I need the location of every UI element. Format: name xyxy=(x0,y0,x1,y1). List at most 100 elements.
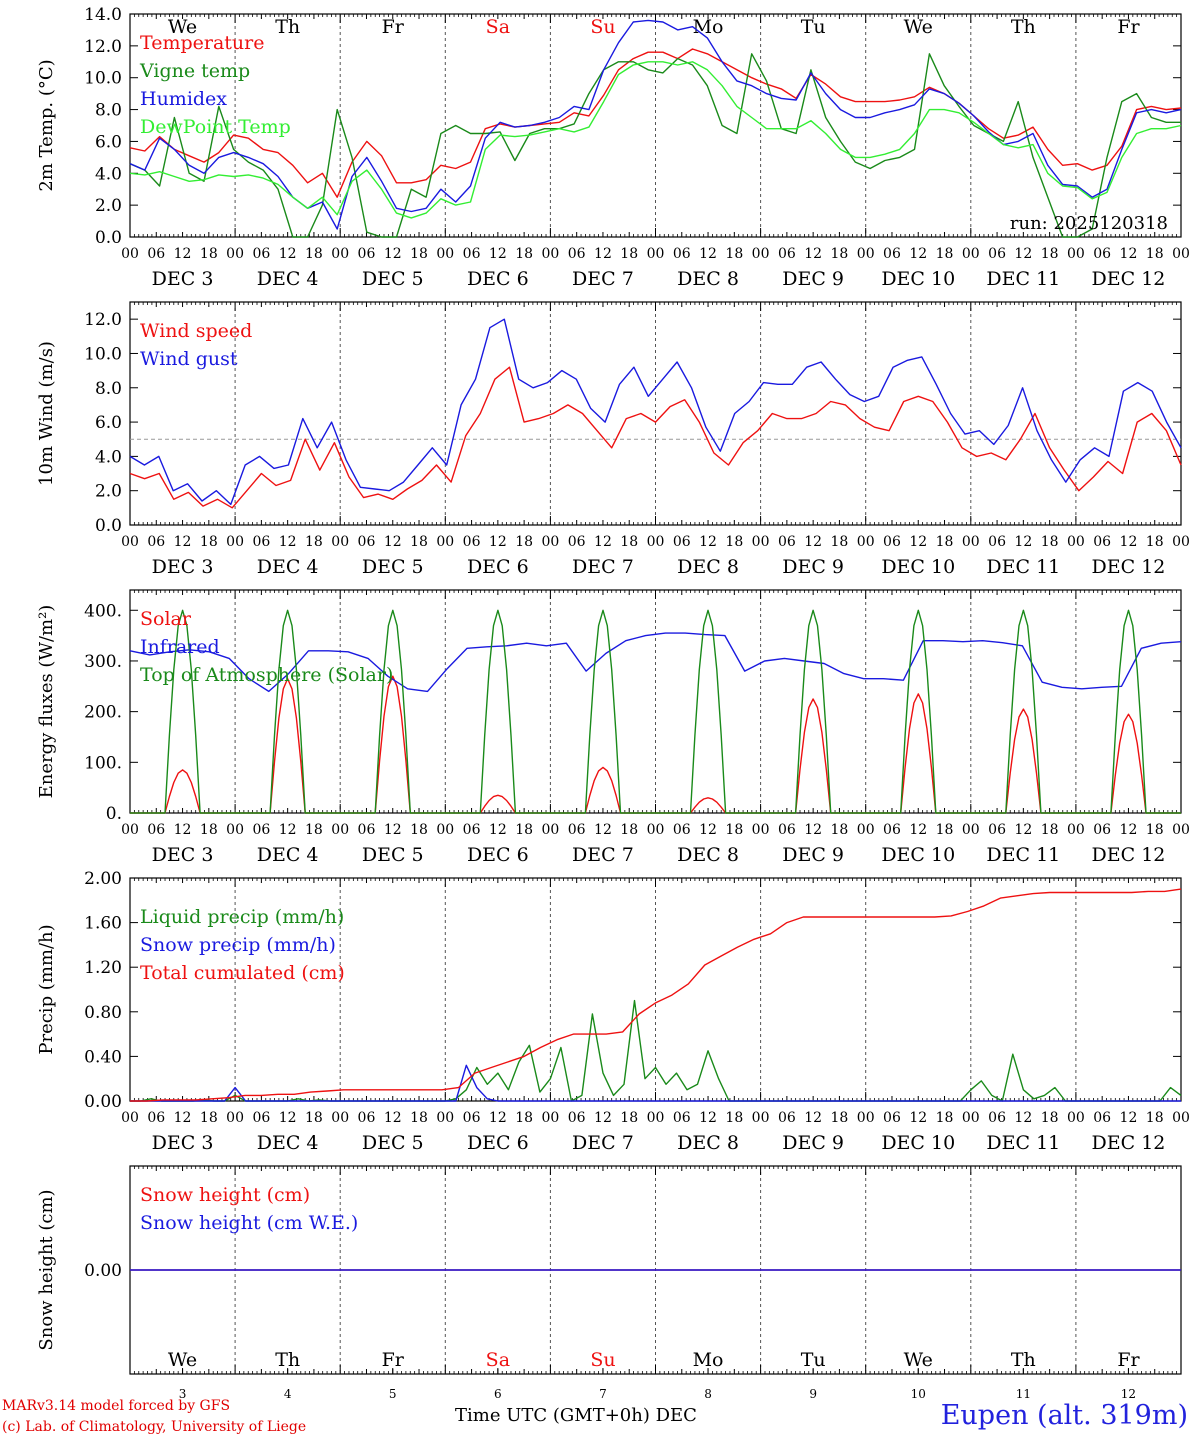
day-label: DEC 7 xyxy=(572,1132,634,1154)
hour-tick-label: 12 xyxy=(174,246,192,262)
hour-tick-label: 00 xyxy=(331,534,349,550)
hour-tick-label: 18 xyxy=(1146,246,1164,262)
weekday-label: Fr xyxy=(382,1349,405,1371)
hour-tick-label: 18 xyxy=(200,246,218,262)
day-label: DEC 9 xyxy=(782,1132,844,1154)
hour-tick-label: 18 xyxy=(200,534,218,550)
legend-label: Wind speed xyxy=(140,320,252,342)
hour-tick-label: 18 xyxy=(515,246,533,262)
day-label: DEC 11 xyxy=(986,844,1060,866)
day-number-label: 10 xyxy=(911,1387,926,1401)
day-label: DEC 8 xyxy=(677,844,739,866)
weekday-label: Mo xyxy=(693,1349,724,1371)
hour-tick-label: 18 xyxy=(200,1110,218,1126)
hour-tick-label: 00 xyxy=(331,1110,349,1126)
hour-tick-label: 06 xyxy=(463,1110,481,1126)
hour-tick-label: 18 xyxy=(515,822,533,838)
hour-tick-label: 12 xyxy=(279,822,297,838)
day-label: DEC 5 xyxy=(362,268,424,290)
y-tick-label: 0. xyxy=(106,804,122,824)
legend-label: Temperature xyxy=(140,32,264,54)
weekday-label: Th xyxy=(275,1349,300,1371)
hour-tick-label: 06 xyxy=(568,1110,586,1126)
series-line-liquid-precip-mm-h- xyxy=(130,999,1182,1102)
y-tick-label: 2.0 xyxy=(95,482,122,502)
model-credit: MARv3.14 model forced by GFS xyxy=(2,1398,231,1414)
y-tick-label: 100. xyxy=(84,753,122,773)
hour-tick-label: 18 xyxy=(1041,822,1059,838)
hour-tick-label: 18 xyxy=(831,822,849,838)
hour-tick-label: 18 xyxy=(620,534,638,550)
hour-tick-label: 12 xyxy=(699,822,717,838)
day-label: DEC 8 xyxy=(677,556,739,578)
hour-tick-label: 06 xyxy=(147,822,165,838)
hour-tick-label: 18 xyxy=(410,1110,428,1126)
hour-tick-label: 00 xyxy=(226,822,244,838)
hour-tick-label: 00 xyxy=(436,822,454,838)
hour-tick-label: 00 xyxy=(541,534,559,550)
y-tick-label: 10.0 xyxy=(84,344,122,364)
day-label: DEC 5 xyxy=(362,556,424,578)
y-tick-label: 12.0 xyxy=(84,37,122,57)
hour-tick-label: 00 xyxy=(1067,822,1085,838)
y-tick-label: 2.00 xyxy=(84,869,122,889)
hour-tick-label: 12 xyxy=(489,822,507,838)
day-label: DEC 9 xyxy=(782,556,844,578)
hour-tick-label: 06 xyxy=(252,1110,270,1126)
series-line-vigne-temp xyxy=(129,53,1181,238)
series-line-snow-precip-mm-h- xyxy=(130,1064,1181,1102)
station-title: Eupen (alt. 319m) xyxy=(940,1400,1188,1431)
hour-tick-label: 12 xyxy=(174,1110,192,1126)
hour-tick-label: 00 xyxy=(647,822,665,838)
hour-tick-label: 06 xyxy=(778,1110,796,1126)
weekday-label: Fr xyxy=(382,16,405,38)
y-axis-label: 2m Temp. (°C) xyxy=(36,59,57,191)
y-tick-label: 14.0 xyxy=(84,5,122,25)
y-tick-label: 4.0 xyxy=(95,447,122,467)
legend-label: Top of Atmosphere (Solar) xyxy=(140,664,393,686)
series-line-top-of-atmosphere-solar- xyxy=(130,609,1181,814)
hour-tick-label: 12 xyxy=(594,1110,612,1126)
hour-tick-label: 00 xyxy=(1172,534,1190,550)
day-number-label: 4 xyxy=(284,1387,292,1401)
hour-tick-label: 06 xyxy=(147,1110,165,1126)
legend-label: Solar xyxy=(140,608,192,630)
hour-tick-label: 18 xyxy=(620,1110,638,1126)
hour-tick-label: 06 xyxy=(1093,822,1111,838)
y-tick-label: 300. xyxy=(84,652,122,672)
hour-tick-label: 06 xyxy=(358,534,376,550)
hour-tick-label: 18 xyxy=(1041,534,1059,550)
day-number-label: 9 xyxy=(809,1387,817,1401)
day-label: DEC 3 xyxy=(152,556,214,578)
hour-tick-label: 00 xyxy=(1172,1110,1190,1126)
hour-tick-label: 12 xyxy=(279,246,297,262)
hour-tick-label: 06 xyxy=(1093,534,1111,550)
hour-tick-label: 00 xyxy=(1067,1110,1085,1126)
hour-tick-label: 00 xyxy=(647,246,665,262)
day-label: DEC 11 xyxy=(986,556,1060,578)
hour-tick-label: 06 xyxy=(673,246,691,262)
hour-tick-label: 00 xyxy=(436,534,454,550)
hour-tick-label: 18 xyxy=(725,246,743,262)
hour-tick-label: 12 xyxy=(1014,1110,1032,1126)
hour-tick-label: 18 xyxy=(410,246,428,262)
hour-tick-label: 12 xyxy=(909,1110,927,1126)
legend-label: Humidex xyxy=(140,88,227,110)
hour-tick-label: 06 xyxy=(673,1110,691,1126)
day-label: DEC 10 xyxy=(881,556,955,578)
day-label: DEC 5 xyxy=(362,844,424,866)
hour-tick-label: 00 xyxy=(121,534,139,550)
weekday-label: Th xyxy=(1011,16,1036,38)
hour-tick-label: 18 xyxy=(936,1110,954,1126)
series-line-wind-speed xyxy=(129,366,1182,509)
weekday-label: We xyxy=(904,16,933,38)
hour-tick-label: 00 xyxy=(436,246,454,262)
legend-label: Infrared xyxy=(140,636,220,658)
hour-tick-label: 00 xyxy=(962,1110,980,1126)
day-label: DEC 9 xyxy=(782,844,844,866)
legend-label: Liquid precip (mm/h) xyxy=(140,906,344,928)
day-label: DEC 3 xyxy=(152,844,214,866)
hour-tick-label: 06 xyxy=(463,246,481,262)
hour-tick-label: 00 xyxy=(226,1110,244,1126)
series-line-dewpoint-temp xyxy=(129,61,1182,219)
